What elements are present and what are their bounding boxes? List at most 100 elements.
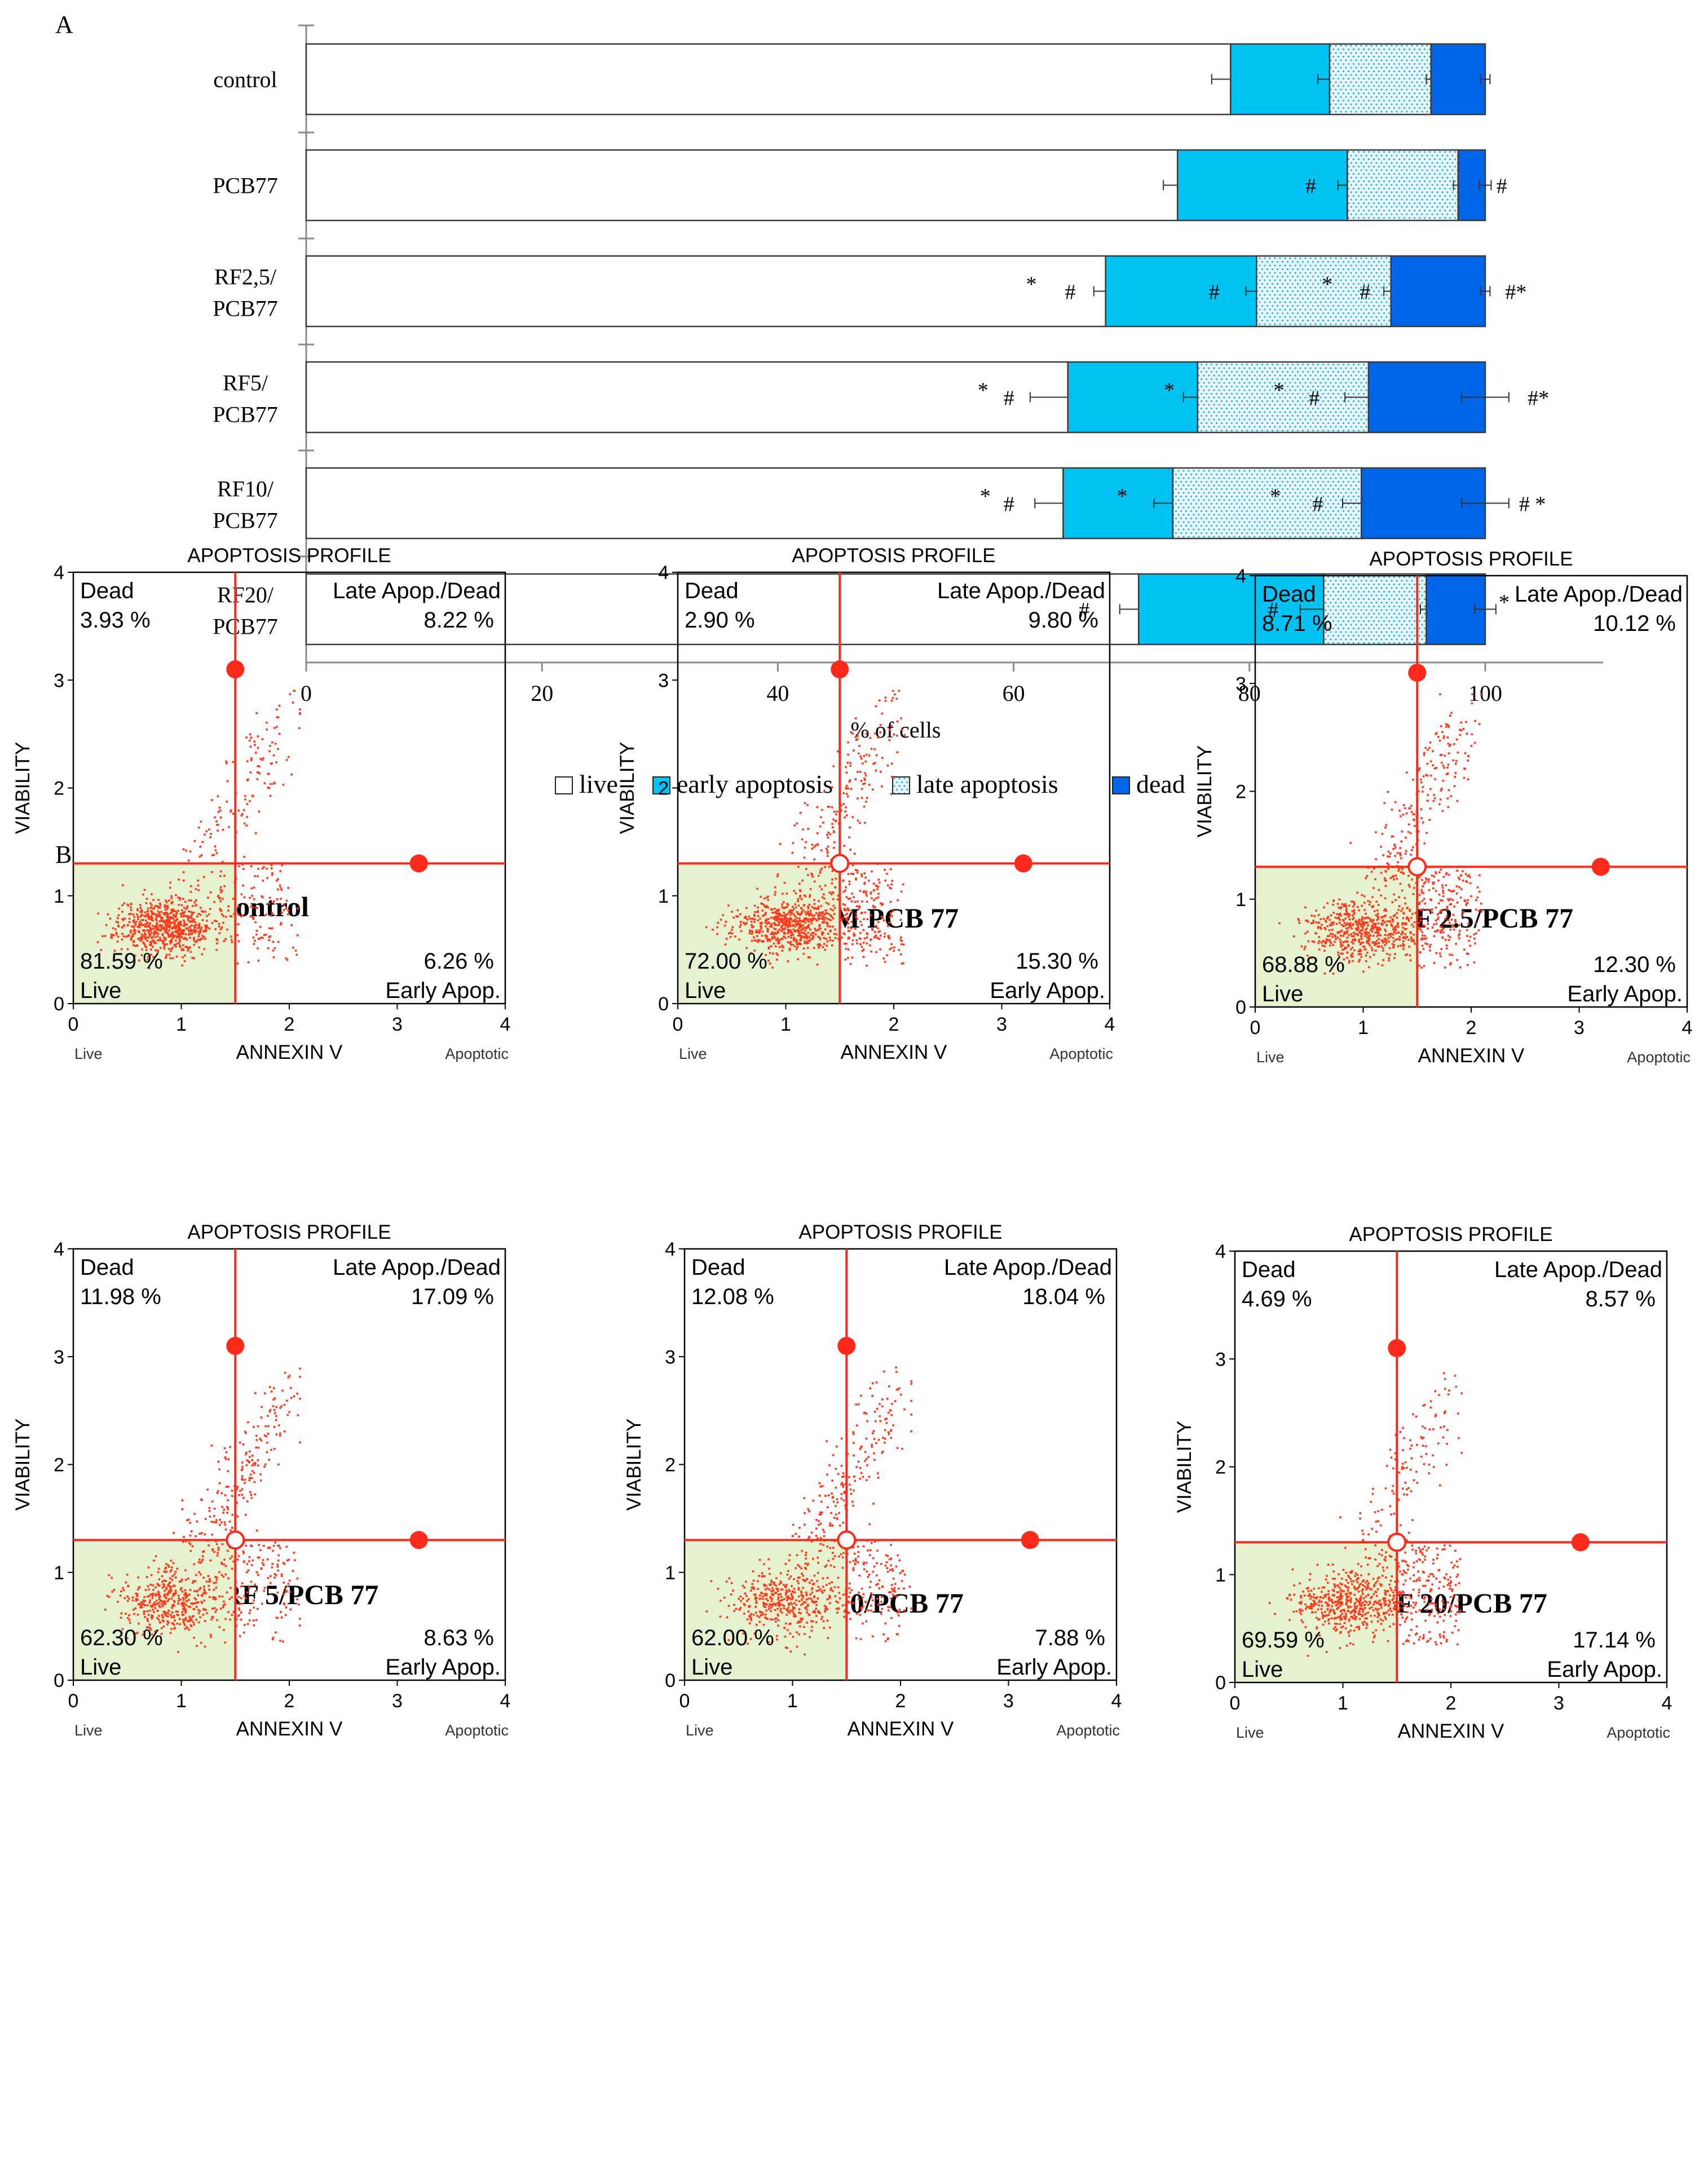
scatter-point bbox=[810, 1531, 813, 1534]
scatter-point bbox=[863, 1412, 866, 1415]
scatter-point bbox=[879, 881, 881, 884]
scatter-point bbox=[149, 902, 152, 905]
scatter-point bbox=[193, 931, 196, 933]
scatter-point bbox=[898, 1624, 901, 1627]
scatter-point bbox=[849, 779, 851, 781]
scatter-point bbox=[809, 1593, 811, 1596]
scatter-point bbox=[859, 1467, 862, 1469]
scatter-point bbox=[1357, 934, 1359, 936]
scatter-point bbox=[777, 1598, 779, 1601]
scatter-point bbox=[812, 917, 814, 920]
scatter-point bbox=[1341, 903, 1344, 906]
scatter-point bbox=[730, 1593, 732, 1596]
scatter-point bbox=[1349, 922, 1352, 925]
x-tick-label: 0 bbox=[673, 1014, 683, 1035]
x-axis-title: % of cells bbox=[851, 717, 941, 743]
scatter-point bbox=[248, 1477, 251, 1479]
scatter-point bbox=[1452, 759, 1454, 762]
scatter-point bbox=[173, 909, 175, 912]
x-tick-label: 100 bbox=[1468, 681, 1502, 706]
scatter-point bbox=[1398, 935, 1401, 938]
scatter-point bbox=[266, 728, 268, 731]
scatter-point bbox=[1406, 916, 1409, 918]
scatter-point bbox=[774, 1618, 776, 1620]
scatter-point bbox=[1421, 931, 1424, 934]
scatter-point bbox=[762, 1575, 765, 1577]
scatter-point bbox=[809, 956, 811, 959]
scatter-point bbox=[802, 952, 805, 955]
x-tick-label: 4 bbox=[500, 1690, 511, 1712]
scatter-point bbox=[227, 1470, 230, 1473]
scatter-point bbox=[270, 1575, 272, 1578]
scatter-point bbox=[832, 904, 835, 907]
scatter-point bbox=[770, 1584, 772, 1586]
scatter-point bbox=[880, 1613, 882, 1615]
scatter-point bbox=[863, 805, 866, 808]
scatter-point bbox=[872, 1570, 874, 1573]
scatter-point bbox=[873, 1411, 876, 1413]
x-tick-label: 0 bbox=[1250, 1017, 1261, 1039]
scatter-point bbox=[1380, 894, 1382, 897]
scatter-point bbox=[849, 849, 851, 851]
scatter-point bbox=[170, 938, 173, 940]
scatter-point bbox=[117, 925, 120, 928]
scatter-point bbox=[800, 925, 802, 927]
scatter-point bbox=[137, 938, 139, 940]
scatter-point bbox=[175, 935, 178, 938]
scatter-point bbox=[178, 933, 181, 936]
scatter-point bbox=[756, 887, 758, 890]
scatter-point bbox=[852, 1560, 855, 1562]
scatter-point bbox=[174, 927, 177, 930]
scatter-point bbox=[226, 780, 229, 783]
scatter-point bbox=[1449, 743, 1452, 746]
scatter-point bbox=[1400, 933, 1403, 935]
scatter-point bbox=[1356, 906, 1359, 908]
scatter-point bbox=[801, 838, 804, 841]
scatter-point bbox=[775, 952, 778, 955]
scatter-point bbox=[154, 1607, 157, 1609]
scatter-point bbox=[884, 868, 886, 871]
scatter-point bbox=[1372, 927, 1375, 930]
scatter-point bbox=[855, 939, 858, 942]
scatter-point bbox=[1372, 887, 1375, 889]
scatter-point bbox=[783, 1607, 785, 1610]
scatter-point bbox=[183, 960, 186, 962]
scatter-point bbox=[196, 1589, 198, 1592]
scatter-point bbox=[1358, 931, 1361, 934]
scatter-point bbox=[773, 927, 775, 930]
scatter-point bbox=[193, 957, 196, 960]
scatter-point bbox=[150, 944, 152, 946]
scatter-point bbox=[160, 917, 163, 920]
scatter-point bbox=[1446, 797, 1449, 800]
scatter-point bbox=[1448, 922, 1451, 924]
scatter-point bbox=[863, 778, 866, 780]
scatter-point bbox=[261, 1602, 263, 1605]
scatter-point bbox=[1440, 948, 1443, 950]
scatter-point bbox=[263, 1465, 266, 1468]
scatter-point bbox=[841, 1556, 844, 1558]
scatter-point bbox=[890, 700, 893, 702]
scatter-point bbox=[1384, 897, 1387, 900]
scatter-point bbox=[879, 934, 882, 937]
scatter-point bbox=[787, 960, 789, 962]
scatter-point bbox=[233, 913, 235, 915]
scatter-point bbox=[1440, 753, 1443, 756]
scatter-point bbox=[875, 1584, 877, 1586]
scatter-point bbox=[875, 885, 877, 887]
scatter-point bbox=[802, 924, 805, 926]
scatter-point bbox=[819, 937, 822, 939]
scatter-point bbox=[777, 1596, 780, 1598]
scatter-point bbox=[1467, 778, 1469, 781]
scatter-point bbox=[1394, 846, 1397, 849]
scatter-point bbox=[778, 1583, 780, 1585]
scatter-point bbox=[820, 888, 823, 891]
scatter-point bbox=[777, 931, 779, 934]
scatter-point bbox=[1447, 898, 1449, 900]
scatter-point bbox=[257, 947, 259, 949]
scatter-point bbox=[180, 933, 183, 935]
scatter-point bbox=[263, 934, 266, 936]
scatter-point bbox=[840, 1493, 843, 1495]
scatter-point bbox=[1346, 930, 1349, 933]
scatter-point bbox=[723, 1596, 726, 1599]
scatter-point bbox=[296, 1577, 299, 1580]
